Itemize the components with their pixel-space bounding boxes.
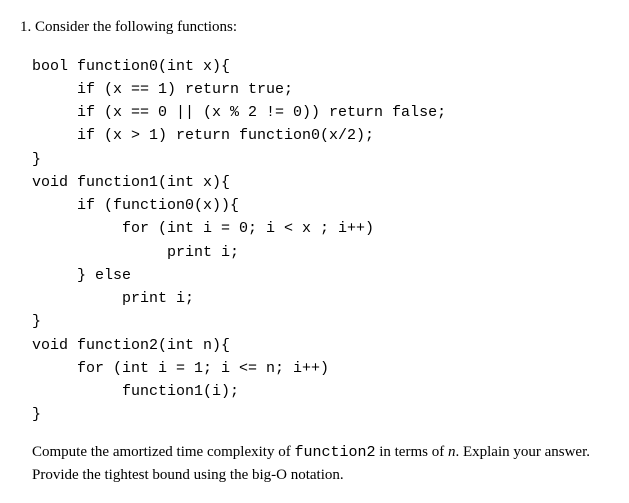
code-line: void function1(int x){ [32, 174, 230, 191]
code-line: } else [32, 267, 131, 284]
code-block: bool function0(int x){ if (x == 1) retur… [32, 55, 609, 427]
code-line: void function2(int n){ [32, 337, 230, 354]
problem-header: 1. Consider the following functions: [20, 16, 609, 39]
code-line: print i; [32, 244, 239, 261]
question-text-part: Compute the amortized time complexity of [32, 444, 294, 460]
code-line: } [32, 151, 41, 168]
code-line: } [32, 313, 41, 330]
code-line: if (x == 0 || (x % 2 != 0)) return false… [32, 104, 446, 121]
code-line: function1(i); [32, 383, 239, 400]
code-line: } [32, 406, 41, 423]
question-paragraph: Compute the amortized time complexity of… [32, 441, 609, 487]
problem-intro: Consider the following functions: [35, 19, 237, 35]
code-line: if (function0(x)){ [32, 197, 239, 214]
code-line: for (int i = 1; i <= n; i++) [32, 360, 329, 377]
code-line: print i; [32, 290, 194, 307]
code-line: for (int i = 0; i < x ; i++) [32, 220, 374, 237]
problem-number: 1. [20, 19, 31, 35]
code-line: if (x > 1) return function0(x/2); [32, 127, 374, 144]
code-line: if (x == 1) return true; [32, 81, 293, 98]
question-text-part: in terms of [375, 444, 448, 460]
code-line: bool function0(int x){ [32, 58, 230, 75]
function-name: function2 [294, 444, 375, 461]
